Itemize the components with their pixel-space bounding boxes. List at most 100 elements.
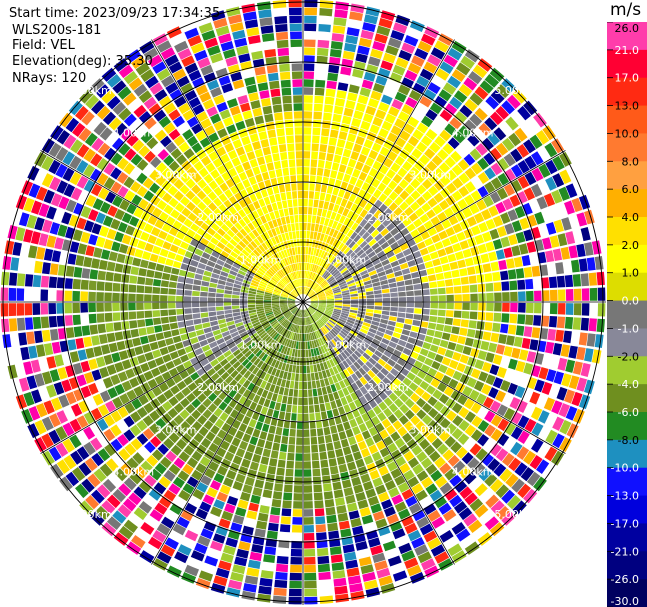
velocity-gate: [366, 131, 377, 142]
velocity-gate: [408, 502, 422, 515]
velocity-gate: [96, 433, 109, 447]
velocity-gate: [91, 369, 102, 381]
velocity-gate: [248, 293, 256, 297]
velocity-gate: [182, 463, 194, 475]
velocity-gate: [340, 66, 352, 76]
velocity-gate: [272, 491, 283, 500]
velocity-gate: [403, 142, 415, 154]
velocity-gate: [307, 215, 312, 223]
velocity-gate: [383, 246, 392, 254]
velocity-gate: [340, 123, 350, 133]
velocity-gate: [320, 345, 326, 354]
velocity-gate: [224, 90, 236, 101]
velocity-gate: [264, 154, 273, 164]
velocity-gate: [34, 217, 45, 231]
velocity-gate: [307, 317, 311, 325]
velocity-gate: [184, 62, 199, 75]
velocity-gate: [310, 372, 315, 381]
velocity-gate: [133, 507, 148, 521]
velocity-gate: [323, 314, 330, 319]
velocity-gate: [252, 141, 262, 151]
velocity-gate: [477, 350, 488, 361]
velocity-gate: [319, 451, 328, 460]
velocity-gate: [397, 257, 407, 265]
velocity-gate: [304, 63, 315, 71]
velocity-gate: [158, 95, 172, 108]
velocity-gate: [137, 240, 147, 250]
velocity-gate: [431, 154, 443, 167]
velocity-gate: [161, 223, 172, 233]
velocity-gate: [242, 215, 251, 225]
velocity-gate: [460, 535, 475, 549]
velocity-gate: [315, 288, 323, 294]
velocity-gate: [363, 455, 374, 465]
velocity-gate: [40, 303, 49, 315]
velocity-gate: [299, 333, 302, 342]
velocity-gate: [304, 270, 307, 279]
velocity-gate: [381, 120, 393, 132]
velocity-gate: [558, 403, 570, 418]
velocity-gate: [331, 433, 340, 442]
velocity-gate: [510, 291, 518, 302]
velocity-gate: [477, 532, 493, 546]
velocity-gate: [457, 198, 468, 210]
velocity-gate: [197, 415, 208, 425]
colorbar-unit: m/s: [610, 0, 642, 20]
velocity-gate: [294, 279, 298, 288]
velocity-gate: [105, 400, 117, 413]
velocity-gate: [105, 458, 119, 472]
velocity-gate: [536, 130, 550, 145]
velocity-gate: [370, 274, 379, 280]
velocity-gate: [200, 118, 212, 129]
velocity-gate: [183, 445, 195, 456]
velocity-gate: [288, 298, 296, 301]
velocity-gate: [194, 347, 204, 356]
velocity-gate: [404, 184, 415, 195]
velocity-gate: [191, 409, 202, 420]
velocity-gate: [278, 411, 286, 420]
velocity-gate: [490, 500, 505, 514]
velocity-gate: [42, 262, 51, 275]
velocity-gate: [435, 272, 445, 281]
velocity-gate: [46, 356, 57, 369]
velocity-gate: [136, 172, 148, 185]
velocity-gate: [439, 339, 449, 348]
velocity-gate: [345, 358, 353, 366]
velocity-gate: [365, 105, 377, 116]
velocity-gate: [398, 291, 406, 297]
velocity-gate: [314, 356, 320, 364]
velocity-gate: [114, 331, 124, 341]
velocity-gate: [476, 199, 487, 211]
velocity-gate: [253, 394, 261, 404]
velocity-gate: [213, 397, 223, 407]
velocity-gate: [192, 488, 205, 500]
velocity-gate: [240, 491, 251, 502]
velocity-gate: [139, 550, 155, 564]
velocity-gate: [393, 207, 403, 217]
velocity-gate: [194, 49, 208, 62]
velocity-gate: [230, 251, 239, 259]
velocity-gate: [537, 442, 551, 457]
velocity-gate: [202, 398, 212, 408]
velocity-gate: [407, 337, 416, 345]
velocity-gate: [376, 346, 386, 354]
velocity-gate: [257, 593, 271, 603]
velocity-gate: [129, 320, 138, 329]
velocity-gate: [40, 316, 50, 329]
velocity-gate: [88, 280, 97, 291]
velocity-gate: [332, 229, 339, 238]
velocity-gate: [459, 354, 469, 364]
velocity-gate: [316, 167, 324, 176]
velocity-gate: [138, 501, 153, 514]
velocity-gate: [387, 442, 398, 453]
velocity-gate: [489, 522, 505, 537]
velocity-gate: [51, 250, 61, 263]
velocity-gate: [372, 552, 386, 563]
velocity-gate: [160, 280, 169, 288]
velocity-gate: [34, 260, 43, 274]
velocity-gate: [314, 223, 320, 232]
velocity-gate: [178, 102, 191, 115]
velocity-gate: [396, 237, 406, 246]
velocity-gate: [420, 426, 432, 438]
velocity-gate: [365, 247, 374, 255]
